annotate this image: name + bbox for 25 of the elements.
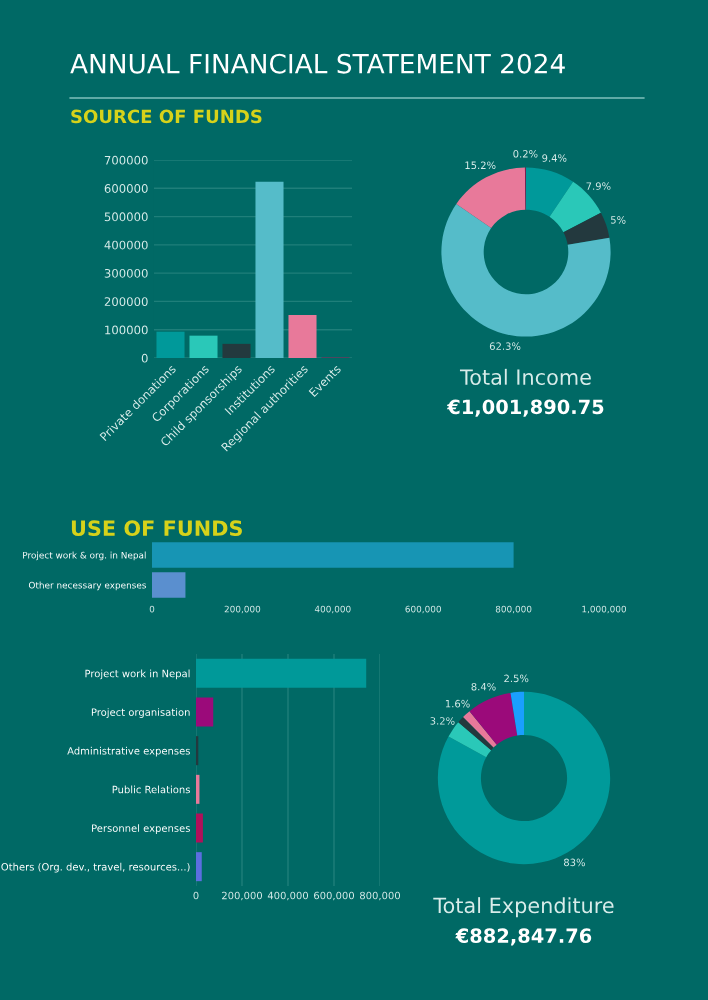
donut-slice <box>510 691 524 736</box>
chart-title: ANNUAL FINANCIAL STATEMENT 2024 <box>70 53 565 74</box>
donut-slice <box>456 167 526 228</box>
bar <box>156 331 185 358</box>
bar <box>196 658 367 688</box>
bar <box>255 181 284 358</box>
text: Total Income <box>459 368 591 385</box>
text: €1,001,890.75 <box>446 399 604 417</box>
bar <box>196 813 203 843</box>
chart-subtitle: SOURCE OF FUNDS <box>71 109 262 124</box>
donut-slice <box>448 722 492 758</box>
bar <box>288 315 317 358</box>
text: €882,847.76 <box>455 928 592 946</box>
donut-slice <box>441 204 611 337</box>
bar <box>189 335 218 358</box>
donut-slice <box>463 711 497 748</box>
donut-slice <box>469 692 518 745</box>
bar <box>196 697 214 727</box>
bar <box>222 343 251 358</box>
donut-slice <box>526 167 574 217</box>
donut-slice <box>458 717 494 751</box>
chart-title: USE OF FUNDS <box>71 520 242 537</box>
bar <box>196 852 202 882</box>
donut-slice <box>563 212 610 245</box>
text: Total Expenditure <box>433 897 614 918</box>
